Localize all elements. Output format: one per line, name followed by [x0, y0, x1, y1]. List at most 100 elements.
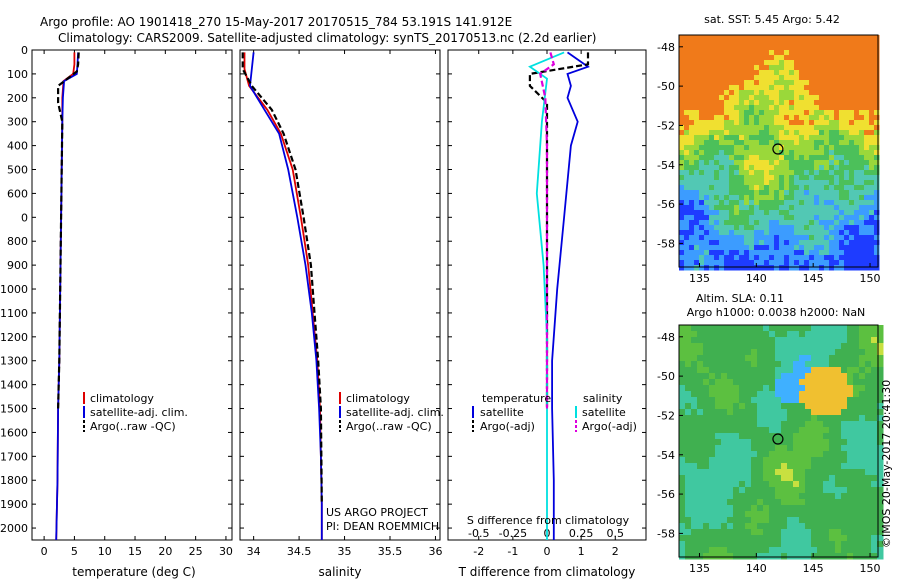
- map-cell: [689, 35, 695, 41]
- map-cell: [769, 105, 775, 111]
- map-cell: [784, 40, 790, 46]
- map-cell: [849, 160, 855, 166]
- map-cell: [759, 125, 765, 131]
- map-cell: [734, 180, 740, 186]
- map-cell: [709, 433, 716, 440]
- map-cell: [805, 547, 812, 554]
- map-cell: [794, 95, 800, 101]
- map-cell: [689, 185, 695, 191]
- map-cell: [794, 245, 800, 251]
- map-cell: [877, 343, 884, 350]
- map-cell: [774, 100, 780, 106]
- map-cell: [787, 487, 794, 494]
- map-cell: [724, 175, 730, 181]
- map-cell: [799, 90, 805, 96]
- map-cell: [809, 165, 815, 171]
- s-difference-axis-title: S difference from climatology: [467, 514, 630, 527]
- map-cell: [834, 200, 840, 206]
- map-cell: [853, 511, 860, 518]
- map-cell: [814, 240, 820, 246]
- map-cell: [835, 469, 842, 476]
- map-cell: [841, 505, 848, 512]
- map-cell: [764, 80, 770, 86]
- map-cell: [823, 415, 830, 422]
- map-cell: [829, 475, 836, 482]
- map-cell: [844, 140, 850, 146]
- map-cell: [694, 200, 700, 206]
- map-cell: [684, 140, 690, 146]
- map-cell: [704, 190, 710, 196]
- map-cell: [779, 65, 785, 71]
- map-cell: [793, 517, 800, 524]
- map-cell: [834, 80, 840, 86]
- map-cell: [814, 105, 820, 111]
- map-cell: [824, 140, 830, 146]
- map-cell: [751, 415, 758, 422]
- map-cell: [699, 240, 705, 246]
- map-cell: [799, 331, 806, 338]
- map-cell: [849, 165, 855, 171]
- map-cell: [854, 90, 860, 96]
- map-cell: [691, 391, 698, 398]
- map-cell: [769, 185, 775, 191]
- map-cell: [691, 343, 698, 350]
- map-cell: [679, 337, 686, 344]
- map-cell: [799, 115, 805, 121]
- map-cell: [817, 529, 824, 536]
- map-cell: [869, 65, 875, 71]
- map-cell: [679, 105, 685, 111]
- map-cell: [823, 523, 830, 530]
- map-cell: [679, 265, 685, 271]
- map-cell: [779, 195, 785, 201]
- map-cell: [793, 343, 800, 350]
- salinity-axis-title: salinity: [318, 565, 361, 579]
- map-cell: [819, 125, 825, 131]
- map-cell: [775, 475, 782, 482]
- map-cell: [751, 541, 758, 548]
- map-cell: [849, 255, 855, 261]
- map-cell: [814, 220, 820, 226]
- map-cell: [739, 535, 746, 542]
- map-cell: [769, 547, 776, 554]
- map-cell: [864, 165, 870, 171]
- map-cell: [724, 65, 730, 71]
- map-cell: [853, 493, 860, 500]
- map-cell: [734, 160, 740, 166]
- map-cell: [724, 145, 730, 151]
- map-cell: [714, 50, 720, 56]
- map-cell: [779, 60, 785, 66]
- map-cell: [859, 505, 866, 512]
- map-cell: [799, 190, 805, 196]
- map-cell: [804, 235, 810, 241]
- map-cell: [739, 373, 746, 380]
- map-cell: [709, 145, 715, 151]
- map-cell: [679, 433, 686, 440]
- map-cell: [844, 120, 850, 126]
- map-cell: [679, 70, 685, 76]
- map-cell: [854, 40, 860, 46]
- map-cell: [769, 65, 775, 71]
- map-cell: [844, 235, 850, 241]
- map-cell: [763, 337, 770, 344]
- map-cell: [764, 150, 770, 156]
- map-cell: [804, 95, 810, 101]
- map-cell: [805, 487, 812, 494]
- map-cell: [744, 70, 750, 76]
- map-cell: [854, 70, 860, 76]
- map-cell: [704, 175, 710, 181]
- map-cell: [864, 95, 870, 101]
- map-cell: [689, 65, 695, 71]
- map-cell: [834, 55, 840, 61]
- map-cell: [854, 175, 860, 181]
- map-cell: [679, 541, 686, 548]
- map-cell: [709, 337, 716, 344]
- map-cell: [849, 220, 855, 226]
- map-cell: [805, 397, 812, 404]
- map-cell: [775, 463, 782, 470]
- map-cell: [733, 379, 740, 386]
- map-cell: [697, 349, 704, 356]
- map-cell: [691, 475, 698, 482]
- map-cell: [699, 160, 705, 166]
- map-cell: [823, 475, 830, 482]
- map-cell: [841, 325, 848, 332]
